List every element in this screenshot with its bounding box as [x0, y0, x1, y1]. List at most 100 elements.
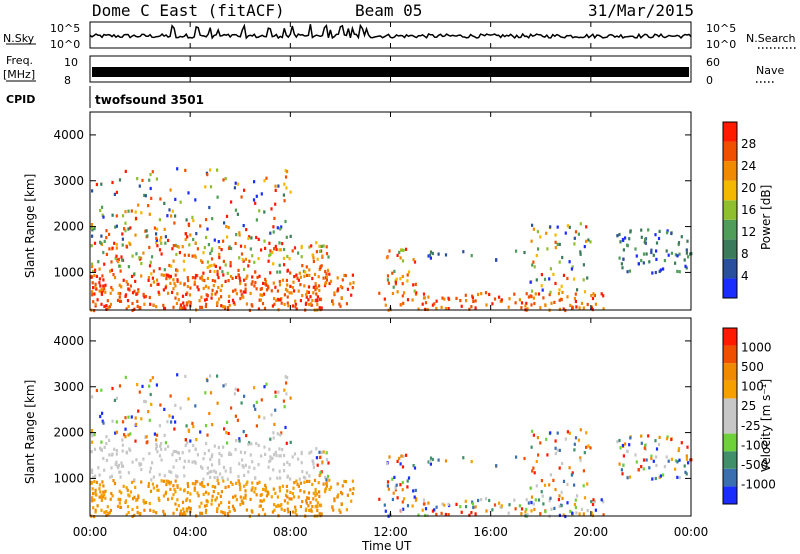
velocity-cell — [261, 508, 265, 512]
power-cell — [134, 210, 137, 214]
power-cell — [532, 296, 535, 300]
velocity-cell — [295, 479, 298, 483]
velocity-cell — [525, 498, 528, 502]
power-cell — [307, 285, 311, 289]
velocity-cell — [144, 500, 148, 505]
velocity-cell — [186, 482, 189, 486]
power-cell — [164, 235, 167, 239]
velocity-cell — [95, 388, 98, 393]
velocity-cell — [583, 451, 586, 455]
velocity-cell — [107, 512, 110, 516]
power-cell — [239, 244, 243, 248]
velocity-cell — [491, 508, 494, 512]
power-cell — [91, 290, 94, 294]
velocity-cell — [251, 486, 254, 490]
velocity-cell — [285, 392, 288, 396]
power-cell — [149, 302, 152, 306]
power-cell — [181, 245, 184, 249]
power-cell — [274, 184, 277, 188]
velocity-cell — [424, 507, 428, 511]
power-cell — [230, 246, 233, 251]
power-cell — [591, 296, 595, 301]
power-cell — [422, 296, 426, 300]
power-cell — [227, 279, 230, 283]
power-cell — [680, 235, 683, 239]
velocity-cell — [98, 495, 101, 499]
velocity-cell — [518, 504, 521, 508]
power-cell — [149, 173, 152, 177]
velocity-cell — [196, 491, 199, 495]
power-cell — [655, 249, 658, 253]
power-cell — [253, 284, 256, 288]
power-cell — [145, 229, 148, 233]
power-cell — [433, 302, 436, 306]
power-cell — [536, 230, 539, 234]
velocity-cell — [537, 453, 540, 457]
power-cell — [200, 295, 203, 299]
velocity-cell — [213, 469, 216, 473]
power-cell — [279, 298, 282, 302]
power-cell — [136, 304, 139, 308]
velocity-cell — [194, 482, 197, 486]
velocity-cell — [289, 440, 292, 444]
velocity-cell — [171, 453, 174, 457]
power-ylabel: Slant Range [km] — [23, 174, 37, 278]
velocity-cell — [326, 474, 330, 478]
power-cell — [231, 276, 234, 280]
velocity-cell — [147, 410, 150, 414]
velocity-cell — [678, 476, 681, 480]
power-cell — [460, 304, 463, 308]
velocity-cell — [554, 487, 557, 492]
power-cell — [421, 302, 424, 306]
power-cell — [194, 273, 198, 278]
velocity-cell — [98, 473, 101, 477]
velocity-cell — [124, 499, 128, 503]
velocity-cell — [134, 416, 137, 420]
power-cell — [558, 242, 561, 246]
power-cell — [534, 292, 537, 296]
velocity-cell — [183, 488, 186, 492]
power-cell — [242, 224, 245, 228]
velocity-cell — [273, 503, 276, 507]
velocity-cell — [278, 447, 281, 451]
ytick-label: 2000 — [53, 220, 84, 234]
velocity-cell — [103, 493, 106, 497]
velocity-cell — [205, 503, 208, 507]
colorbar-tick-label: -500 — [741, 458, 768, 472]
velocity-cell — [328, 478, 331, 482]
power-cell — [470, 254, 473, 258]
power-cell — [148, 264, 152, 268]
power-cell — [577, 232, 580, 236]
velocity-cell — [265, 489, 268, 493]
power-cell — [183, 268, 186, 272]
velocity-cell — [307, 491, 311, 495]
power-cell — [243, 278, 246, 282]
velocity-cell — [100, 388, 103, 392]
power-cell — [184, 307, 187, 311]
power-cell — [250, 236, 253, 240]
velocity-cell — [647, 434, 650, 438]
velocity-cell — [222, 465, 225, 469]
power-cell — [251, 275, 254, 279]
velocity-cell — [96, 504, 99, 508]
velocity-cell — [412, 464, 415, 468]
velocity-cell — [237, 474, 240, 478]
velocity-cell — [219, 494, 222, 498]
power-cell — [462, 250, 465, 254]
power-cell — [237, 268, 240, 272]
velocity-cell — [523, 456, 526, 461]
velocity-cell — [199, 511, 202, 515]
velocity-cell — [586, 508, 589, 513]
velocity-cell — [666, 435, 669, 439]
power-cell — [142, 251, 145, 255]
velocity-cell — [216, 374, 219, 378]
velocity-cell — [658, 475, 661, 479]
power-cell — [136, 177, 139, 181]
velocity-cell — [113, 398, 116, 402]
velocity-cell — [138, 390, 141, 394]
power-cell — [119, 269, 122, 273]
power-cell — [181, 294, 185, 298]
velocity-cell — [552, 478, 555, 482]
velocity-cell — [343, 479, 346, 483]
velocity-cell — [168, 469, 171, 474]
